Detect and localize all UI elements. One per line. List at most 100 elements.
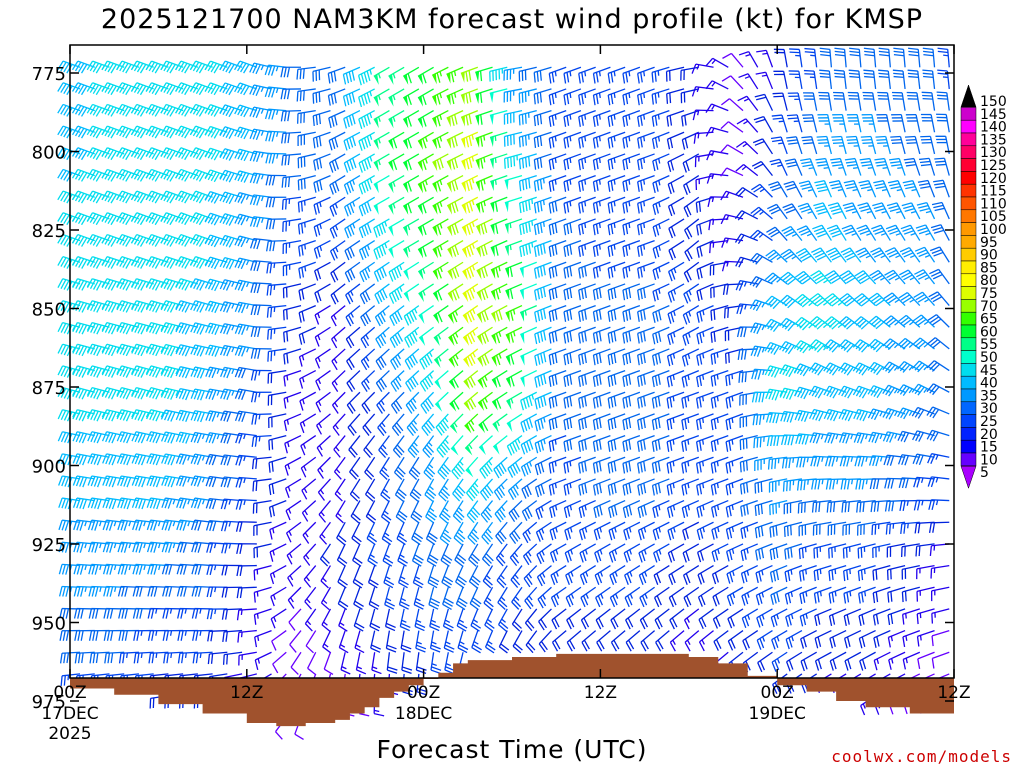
wind-barb [533, 196, 552, 214]
wind-barb [316, 435, 331, 457]
wind-barb [417, 261, 434, 281]
wind-barb [484, 630, 496, 654]
wind-barb [391, 413, 405, 437]
wind-barb [237, 629, 257, 643]
wind-barb [175, 387, 198, 401]
wind-barb [358, 175, 375, 195]
wind-barb [268, 434, 287, 451]
wind-barb [405, 370, 420, 392]
wind-barb [338, 608, 348, 632]
wind-barb [304, 586, 317, 610]
wind-barb [175, 366, 199, 379]
wind-barb [490, 218, 508, 236]
wind-barb [373, 66, 390, 85]
wind-barb [72, 431, 95, 444]
wind-barb [117, 497, 140, 510]
x-tick-label: 00Z [407, 683, 440, 703]
wind-barb [364, 456, 376, 480]
wind-barb [337, 587, 349, 611]
wind-barb [269, 521, 287, 540]
wind-barb [60, 673, 81, 687]
wind-barb [490, 174, 508, 192]
wind-barb [281, 131, 302, 144]
wind-barb [190, 431, 213, 444]
wind-barb [386, 652, 398, 674]
wind-barb [358, 131, 375, 151]
wind-barb [490, 283, 508, 301]
wind-barb [148, 651, 169, 664]
wind-barb [534, 283, 552, 301]
wind-barb [253, 521, 272, 536]
wind-barb [448, 348, 464, 368]
wind-barb [484, 608, 495, 632]
wind-barb [316, 413, 331, 435]
wind-barb [358, 196, 376, 217]
wind-barb [302, 521, 317, 544]
wind-barb [414, 608, 426, 632]
wind-barb [280, 88, 302, 100]
wind-barb [518, 109, 537, 126]
wind-barb [388, 153, 405, 172]
wind-barb [72, 475, 95, 488]
wind-barb [342, 66, 361, 85]
wind-barb [191, 563, 213, 575]
wind-barb [457, 630, 469, 654]
wind-barb [176, 519, 198, 531]
wind-barb [267, 348, 287, 362]
wind-barb [375, 326, 390, 349]
wind-barb [131, 365, 154, 378]
wind-barb [219, 60, 243, 74]
colorbar-cell [960, 452, 977, 467]
wind-barb [417, 88, 434, 107]
wind-barb [358, 218, 376, 239]
wind-barb [102, 519, 125, 531]
wind-barb [219, 104, 243, 118]
wind-barb [87, 519, 110, 531]
wind-barb [282, 239, 302, 255]
wind-barb [477, 326, 493, 346]
wind-barb [116, 431, 140, 444]
wind-barb [101, 343, 125, 357]
wind-barb [491, 370, 508, 389]
wind-barb [145, 343, 169, 357]
wind-barb [495, 521, 508, 545]
wind-barb [221, 586, 243, 598]
wind-barb [299, 413, 317, 434]
wind-barb [267, 369, 287, 384]
wind-barb [284, 435, 302, 454]
wind-barb [282, 283, 302, 299]
wind-barb [344, 240, 361, 261]
wind-barb [433, 348, 449, 369]
wind-barb [334, 478, 346, 502]
wind-barb [131, 321, 154, 335]
wind-barb [476, 240, 493, 258]
wind-barb [234, 257, 257, 270]
wind-barb [88, 563, 110, 575]
wind-barb [192, 651, 213, 664]
wind-barb [380, 478, 391, 502]
wind-barb [175, 344, 199, 357]
wind-barb [466, 478, 480, 502]
wind-barb [475, 196, 493, 214]
wind-barb [314, 305, 331, 325]
wind-barb [359, 261, 376, 283]
wind-barb [253, 586, 272, 603]
wind-barb [418, 326, 434, 347]
wind-barb [534, 304, 552, 323]
wind-barb [417, 218, 434, 237]
wind-barb [205, 432, 228, 444]
colorbar-cell [960, 350, 977, 364]
wind-barb [234, 60, 258, 74]
wind-barb [219, 366, 243, 379]
wind-barb [271, 630, 287, 651]
colorbar-cell [960, 273, 977, 287]
wind-barb [175, 453, 198, 465]
wind-barb [533, 239, 552, 257]
wind-barb [533, 261, 552, 279]
wind-barb [301, 500, 317, 522]
wind-barb [535, 500, 552, 520]
wind-barb [205, 388, 228, 400]
wind-barb [87, 409, 110, 422]
wind-barb [101, 431, 125, 444]
wind-barb [312, 109, 331, 127]
